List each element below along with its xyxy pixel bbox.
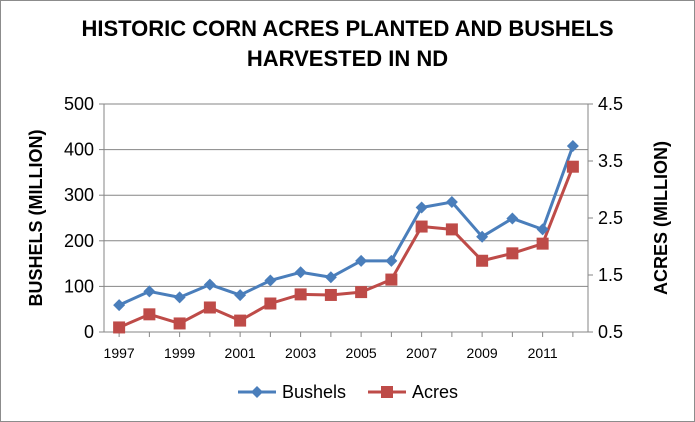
gridlines: [104, 103, 588, 287]
y-right-axis-title: ACRES (MILLION): [651, 141, 671, 295]
legend-label-bushels: Bushels: [282, 382, 346, 402]
data-point-acres: [173, 317, 186, 330]
y-left-tick-label: 500: [64, 94, 94, 114]
x-tick-label: 2001: [225, 345, 256, 361]
y-left-tick-label: 400: [64, 140, 94, 160]
data-point-bushels: [476, 230, 489, 243]
data-point-bushels: [143, 285, 156, 298]
x-tick-label: 2007: [406, 345, 437, 361]
series-lines: [118, 145, 575, 329]
data-point-acres: [445, 223, 458, 236]
data-point-bushels: [506, 212, 519, 225]
data-point-acres: [476, 254, 489, 267]
y-right-tick-label: 2.5: [598, 208, 623, 228]
y-left-tick-label: 0: [84, 322, 94, 342]
data-point-acres: [264, 297, 277, 310]
data-point-acres: [324, 288, 337, 301]
data-point-acres: [143, 308, 156, 321]
y-left-tick-label: 100: [64, 276, 94, 296]
x-tick-label: 1999: [164, 345, 195, 361]
x-tick-label: 2003: [285, 345, 316, 361]
legend-marker-acres: [381, 386, 393, 398]
data-point-bushels: [113, 299, 126, 312]
data-point-bushels: [264, 274, 277, 287]
data-point-acres: [294, 288, 307, 301]
data-point-acres: [536, 237, 549, 250]
data-point-acres: [203, 301, 216, 314]
data-point-bushels: [385, 254, 398, 267]
legend-label-acres: Acres: [412, 382, 458, 402]
chart-title-line1: HISTORIC CORN ACRES PLANTED AND BUSHELS: [81, 16, 614, 41]
data-point-bushels: [445, 196, 458, 209]
x-tick-label: 2011: [528, 345, 558, 361]
y-right-ticks: 0.5 1.5 2.5 3.5 4.5: [598, 94, 623, 342]
axes: [99, 103, 593, 337]
data-point-bushels: [355, 254, 368, 267]
data-point-bushels: [234, 289, 247, 302]
data-point-acres: [415, 220, 428, 233]
x-tick-label: 2005: [346, 345, 377, 361]
x-tick-label: 1997: [104, 345, 135, 361]
chart-title-line2: HARVESTED IN ND: [246, 46, 449, 71]
data-point-bushels: [294, 266, 307, 279]
y-left-ticks: 0 100 200 300 400 500: [64, 94, 94, 342]
legend-marker-bushels: [251, 386, 263, 398]
data-point-bushels: [536, 223, 549, 236]
data-point-bushels: [324, 271, 337, 284]
data-point-bushels: [415, 201, 428, 214]
data-point-acres: [566, 160, 579, 173]
y-right-tick-label: 3.5: [598, 151, 623, 171]
data-point-acres: [113, 321, 126, 334]
series-markers: [113, 139, 579, 334]
y-left-tick-label: 200: [64, 231, 94, 251]
data-point-acres: [385, 273, 398, 286]
data-point-acres: [355, 286, 368, 299]
x-ticks: 1997 1999 2001 2003 2005 2007 2009 2011: [104, 345, 558, 361]
y-right-tick-label: 4.5: [598, 94, 623, 114]
data-point-bushels: [566, 139, 579, 152]
series-line-bushels: [118, 145, 575, 307]
chart-title: HISTORIC CORN ACRES PLANTED AND BUSHELS …: [0, 14, 695, 74]
data-point-bushels: [173, 291, 186, 304]
y-right-tick-label: 0.5: [598, 322, 623, 342]
y-left-axis-title: BUSHELS (MILLION): [26, 130, 46, 307]
y-right-tick-label: 1.5: [598, 265, 623, 285]
x-tick-label: 2009: [467, 345, 498, 361]
series-line-acres: [118, 166, 575, 329]
data-point-bushels: [203, 278, 216, 291]
legend: Bushels Acres: [238, 382, 458, 402]
y-left-tick-label: 300: [64, 185, 94, 205]
data-point-acres: [506, 247, 519, 260]
data-point-acres: [234, 314, 247, 327]
